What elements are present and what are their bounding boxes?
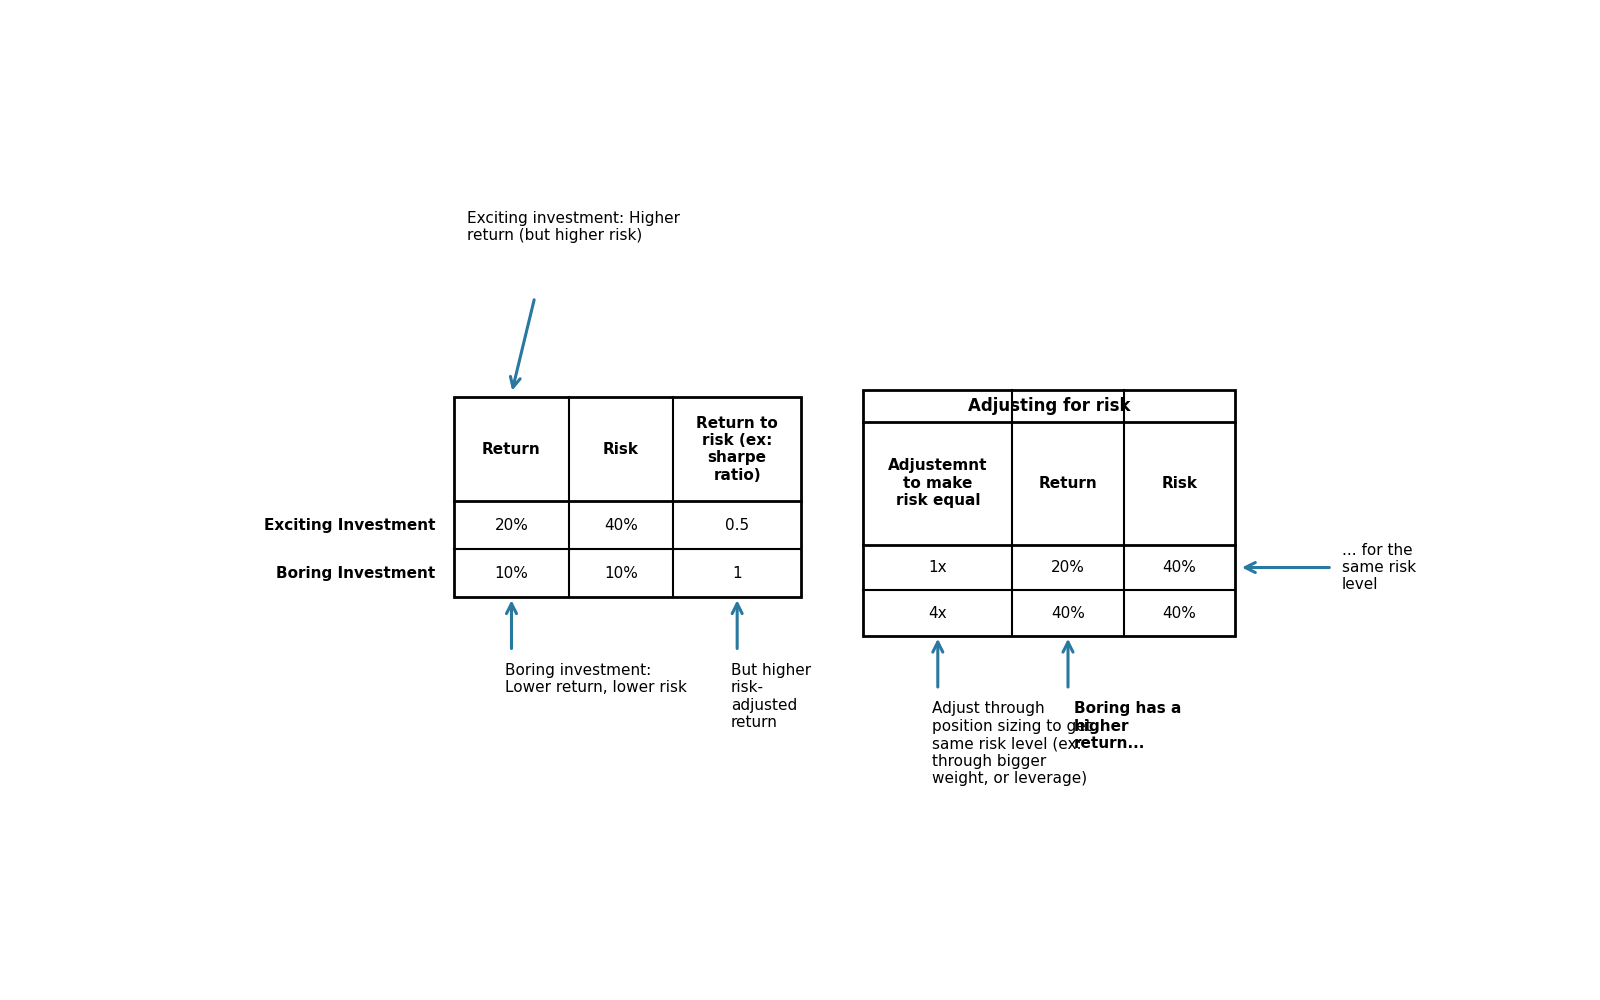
Text: Return to
risk (ex:
sharpe
ratio): Return to risk (ex: sharpe ratio) <box>696 416 778 483</box>
Text: But higher
risk-
adjusted
return: But higher risk- adjusted return <box>731 663 811 730</box>
Text: Exciting investment: Higher
return (but higher risk): Exciting investment: Higher return (but … <box>467 211 680 243</box>
Text: 10%: 10% <box>494 566 528 581</box>
Text: 0.5: 0.5 <box>725 518 749 533</box>
Text: Exciting Investment: Exciting Investment <box>264 518 435 533</box>
Text: 4x: 4x <box>928 606 947 621</box>
Text: Boring has a
higher
return...: Boring has a higher return... <box>1074 701 1181 751</box>
Text: 40%: 40% <box>1051 606 1085 621</box>
Text: Return: Return <box>1038 476 1098 491</box>
Text: 40%: 40% <box>1163 606 1197 621</box>
Text: 40%: 40% <box>603 518 638 533</box>
Text: 40%: 40% <box>1163 560 1197 575</box>
Text: ... for the
same risk
level: ... for the same risk level <box>1342 543 1416 592</box>
Text: Adjust through
position sizing to get
same risk level (ex:
through bigger
weight: Adjust through position sizing to get sa… <box>931 701 1091 786</box>
Text: Boring Investment: Boring Investment <box>277 566 435 581</box>
Text: 20%: 20% <box>494 518 528 533</box>
Bar <box>454 397 802 597</box>
Text: 10%: 10% <box>603 566 638 581</box>
Text: Adjusting for risk: Adjusting for risk <box>968 397 1131 415</box>
Text: Boring investment:
Lower return, lower risk: Boring investment: Lower return, lower r… <box>506 663 686 695</box>
Text: Return: Return <box>482 442 541 457</box>
Text: 1: 1 <box>733 566 742 581</box>
Text: 1x: 1x <box>928 560 947 575</box>
Bar <box>864 389 1235 636</box>
Text: 20%: 20% <box>1051 560 1085 575</box>
Text: Adjustemnt
to make
risk equal: Adjustemnt to make risk equal <box>888 458 987 508</box>
Text: Risk: Risk <box>1162 476 1197 491</box>
Text: Risk: Risk <box>603 442 638 457</box>
